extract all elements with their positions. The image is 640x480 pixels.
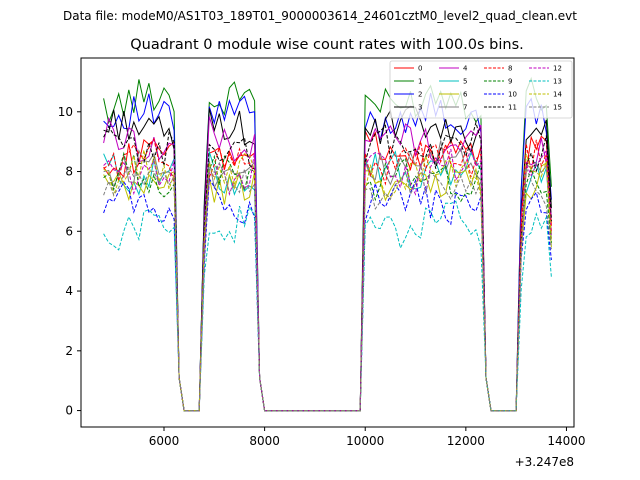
legend-label-4: 4 [463,65,468,73]
legend-label-5: 5 [463,78,467,86]
legend-label-9: 9 [508,78,512,86]
legend-label-10: 10 [508,91,517,99]
legend-label-14: 14 [553,91,562,99]
y-tick-label: 0 [65,404,73,418]
series-line-15 [103,161,552,412]
legend-label-15: 15 [553,104,562,112]
legend-label-6: 6 [463,91,468,99]
x-tick-label: 6000 [149,434,180,448]
legend-label-13: 13 [553,78,562,86]
plot-frame [80,57,575,428]
y-tick-label: 4 [65,284,73,298]
y-tick-label: 10 [58,105,73,119]
y-tick-label: 2 [65,344,73,358]
legend-box [389,60,573,119]
legend-label-1: 1 [418,78,422,86]
x-axis: 6000 8000 10000 12000 14000 [149,427,586,448]
legend-label-0: 0 [418,65,422,73]
x-tick-label: 12000 [447,434,485,448]
legend-label-7: 7 [463,104,467,112]
legend-label-12: 12 [553,65,562,73]
series-line-2 [103,92,552,412]
series-line-1 [103,76,552,412]
y-tick-label: 6 [65,224,73,238]
y-axis: 0 2 4 6 8 10 [58,105,81,418]
legend-label-11: 11 [508,104,517,112]
x-tick-label: 14000 [547,434,585,448]
legend-label-2: 2 [418,91,422,99]
x-tick-label: 10000 [346,434,384,448]
legend-label-8: 8 [508,65,512,73]
x-tick-label: 8000 [249,434,280,448]
series-layer [103,76,552,412]
series-line-3 [103,105,552,412]
x-offset-label: +3.247e8 [515,455,574,469]
legend-label-3: 3 [418,104,422,112]
chart-suptitle: Data file: modeM0/AS1T03_189T01_90000036… [63,9,577,23]
chart-title: Quadrant 0 module wise count rates with … [130,37,524,53]
y-tick-label: 8 [65,165,73,179]
